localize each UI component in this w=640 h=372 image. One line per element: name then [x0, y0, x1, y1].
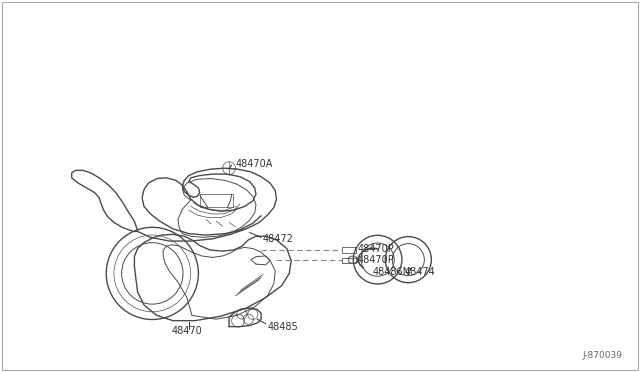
Text: 48470: 48470: [172, 326, 202, 336]
Bar: [200, 194, 233, 207]
Text: 48470P: 48470P: [357, 256, 394, 265]
Text: 48470P: 48470P: [357, 244, 394, 254]
Bar: [342, 247, 356, 253]
Text: 48486N: 48486N: [372, 267, 410, 276]
Text: 48474: 48474: [404, 267, 435, 276]
Bar: [342, 258, 356, 263]
Text: 48485: 48485: [268, 322, 298, 331]
Text: J-870039: J-870039: [582, 351, 622, 360]
Text: 48470A: 48470A: [236, 159, 273, 169]
Text: 48472: 48472: [262, 234, 293, 244]
